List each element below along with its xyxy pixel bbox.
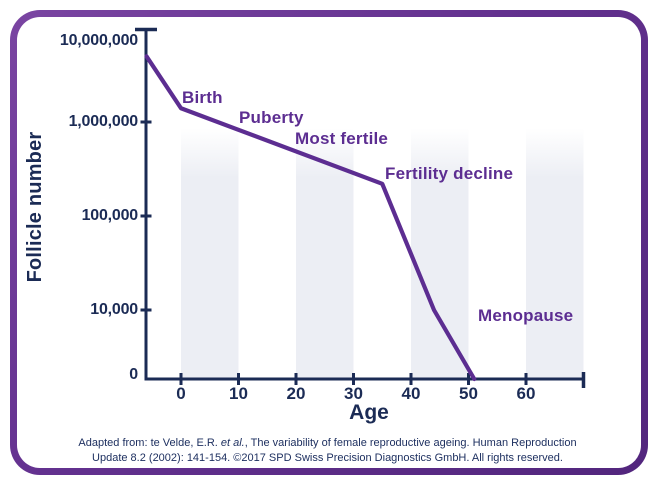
x-tick-label: 40 bbox=[401, 384, 421, 403]
attribution-line-1-pre: Adapted from: te Velde, E.R. bbox=[78, 437, 221, 449]
x-tick-label: 50 bbox=[459, 384, 478, 403]
x-axis-title: Age bbox=[349, 401, 389, 424]
background-band bbox=[411, 128, 469, 379]
x-tick-label: 20 bbox=[286, 384, 306, 403]
attribution-line-1-post: , The variability of female reproductive… bbox=[244, 437, 577, 449]
y-tick-label: 100,000 bbox=[81, 207, 139, 224]
annotation-fertility-decline: Fertility decline bbox=[385, 164, 514, 183]
annotation-menopause: Menopause bbox=[478, 306, 574, 325]
y-tick-label: 1,000,000 bbox=[68, 113, 139, 130]
x-tick-label: 10 bbox=[229, 384, 248, 403]
background-band bbox=[296, 128, 354, 379]
follicle-number-line bbox=[144, 54, 477, 382]
y-tick-label: 0 bbox=[129, 366, 138, 383]
source-attribution: Adapted from: te Velde, E.R. et al., The… bbox=[30, 436, 625, 466]
attribution-line-1: Adapted from: te Velde, E.R. et al., The… bbox=[30, 436, 625, 451]
x-tick-label: 60 bbox=[516, 384, 536, 403]
attribution-line-1-italic: et al. bbox=[220, 437, 245, 449]
y-tick-label: 10,000 bbox=[90, 301, 138, 318]
background-band bbox=[526, 128, 584, 379]
axes bbox=[144, 28, 584, 381]
y-tick-label: 10,000,000 bbox=[59, 32, 138, 49]
background-band bbox=[181, 128, 239, 379]
x-tick-label: 0 bbox=[176, 384, 186, 403]
annotation-most-fertile: Most fertile bbox=[295, 129, 389, 148]
attribution-line-2: Update 8.2 (2002): 141-154. ©2017 SPD Sw… bbox=[92, 452, 563, 464]
annotation-birth: Birth bbox=[182, 88, 223, 107]
x-tick-label: 30 bbox=[344, 384, 363, 403]
annotation-puberty: Puberty bbox=[239, 108, 304, 127]
